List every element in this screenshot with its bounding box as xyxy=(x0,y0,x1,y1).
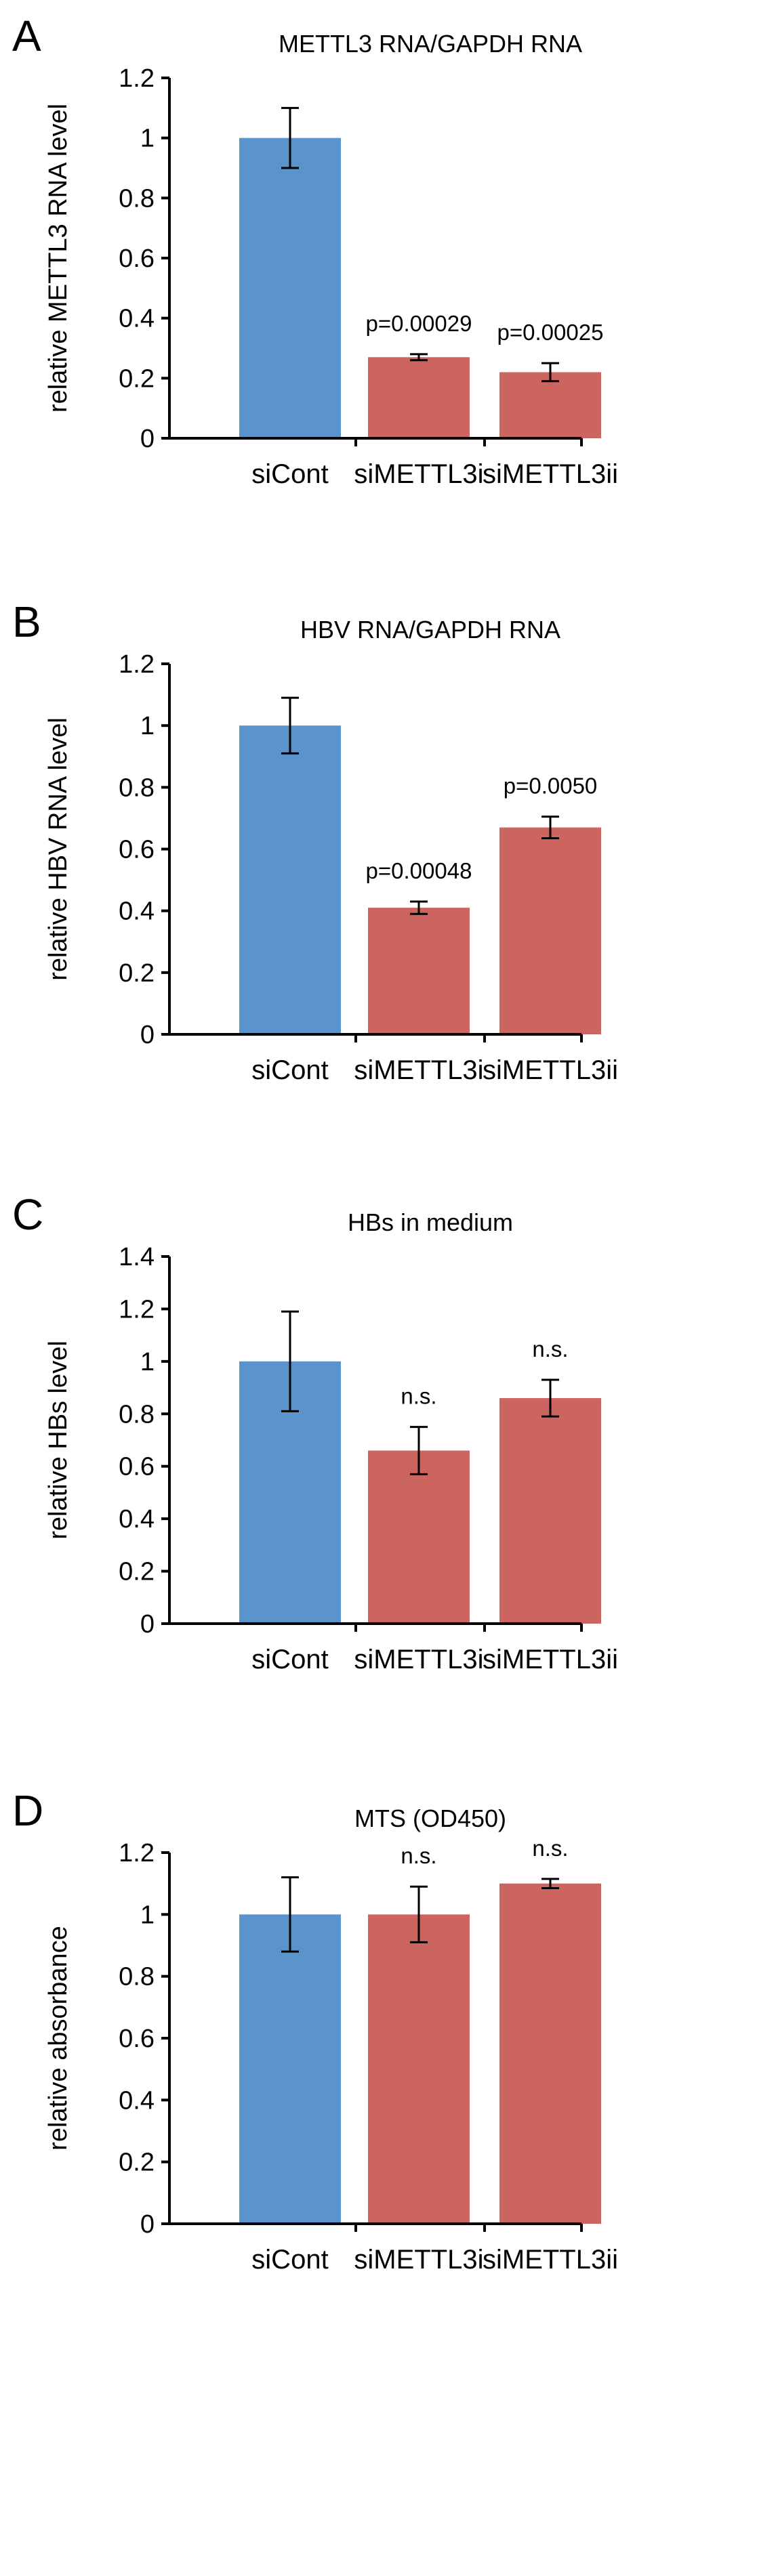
y-tick-label: 0 xyxy=(140,2210,155,2239)
y-tick-label: 0.6 xyxy=(119,836,155,864)
y-tick-label: 1.2 xyxy=(119,1295,155,1324)
y-tick-label: 0.8 xyxy=(119,1400,155,1429)
panel-letter: D xyxy=(12,1786,43,1835)
chart-title: METTL3 RNA/GAPDH RNA xyxy=(279,30,582,58)
panel-letter: A xyxy=(12,12,41,60)
bar xyxy=(239,1914,341,2224)
bar xyxy=(499,827,601,1034)
significance-label: n.s. xyxy=(532,1336,568,1361)
category-label: siMETTL3ii xyxy=(483,1055,618,1085)
category-label: siMETTL3ii xyxy=(483,2245,618,2275)
category-label: siMETTL3i xyxy=(354,1645,483,1674)
y-tick-label: 1.2 xyxy=(119,64,155,93)
y-tick-label: 0.4 xyxy=(119,898,155,926)
category-label: siMETTL3ii xyxy=(483,1645,618,1674)
y-axis-label: relative absorbance xyxy=(44,1926,73,2151)
significance-label: p=0.0050 xyxy=(504,774,598,799)
y-tick-label: 0.4 xyxy=(119,305,155,333)
significance-label: p=0.00048 xyxy=(366,858,472,883)
bar xyxy=(499,1398,601,1624)
y-tick-label: 0.6 xyxy=(119,2025,155,2053)
bar xyxy=(239,138,341,438)
significance-label: n.s. xyxy=(532,1836,568,1861)
y-tick-label: 0.2 xyxy=(119,959,155,988)
bar xyxy=(368,357,470,438)
y-tick-label: 1.2 xyxy=(119,1839,155,1867)
y-tick-label: 0.4 xyxy=(119,1505,155,1534)
y-tick-label: 0.2 xyxy=(119,2149,155,2177)
y-tick-label: 0.2 xyxy=(119,1558,155,1586)
bar xyxy=(368,1450,470,1624)
significance-label: n.s. xyxy=(401,1384,436,1409)
y-tick-label: 0.6 xyxy=(119,1453,155,1481)
category-label: siMETTL3i xyxy=(354,2245,483,2275)
y-tick-label: 1.4 xyxy=(119,1243,155,1271)
panel-letter: B xyxy=(12,597,41,646)
y-tick-label: 0.8 xyxy=(119,774,155,802)
y-tick-label: 1.2 xyxy=(119,650,155,679)
y-tick-label: 0.4 xyxy=(119,2086,155,2115)
y-tick-label: 0.8 xyxy=(119,1963,155,1991)
y-tick-label: 0 xyxy=(140,425,155,453)
chart-title: MTS (OD450) xyxy=(354,1804,506,1832)
y-tick-label: 0 xyxy=(140,1610,155,1639)
bar xyxy=(368,908,470,1034)
bar xyxy=(368,1914,470,2224)
significance-label: p=0.00029 xyxy=(366,311,472,336)
panel-letter: C xyxy=(12,1190,43,1239)
y-tick-label: 0.2 xyxy=(119,364,155,393)
category-label: siMETTL3i xyxy=(354,459,483,489)
y-tick-label: 0.8 xyxy=(119,184,155,213)
category-label: siCont xyxy=(251,1645,328,1674)
category-label: siMETTL3ii xyxy=(483,459,618,489)
chart-title: HBs in medium xyxy=(348,1208,513,1236)
category-label: siCont xyxy=(251,2245,328,2275)
bar xyxy=(499,1883,601,2224)
chart-title: HBV RNA/GAPDH RNA xyxy=(300,616,560,643)
significance-label: p=0.00025 xyxy=(497,320,604,345)
bar xyxy=(239,725,341,1034)
y-tick-label: 0 xyxy=(140,1021,155,1049)
y-axis-label: relative METTL3 RNA level xyxy=(44,104,73,413)
category-label: siMETTL3i xyxy=(354,1055,483,1085)
y-tick-label: 1 xyxy=(140,1901,155,1929)
category-label: siCont xyxy=(251,1055,328,1085)
bar xyxy=(499,372,601,438)
y-tick-label: 1 xyxy=(140,125,155,153)
category-label: siCont xyxy=(251,459,328,489)
y-tick-label: 1 xyxy=(140,1348,155,1376)
y-axis-label: relative HBs level xyxy=(44,1340,73,1540)
y-tick-label: 1 xyxy=(140,712,155,740)
significance-label: n.s. xyxy=(401,1843,436,1868)
y-axis-label: relative HBV RNA level xyxy=(44,717,73,981)
y-tick-label: 0.6 xyxy=(119,245,155,273)
